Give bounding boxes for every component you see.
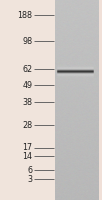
Text: 49: 49 [23, 81, 33, 90]
Text: 3: 3 [28, 174, 33, 184]
Text: 17: 17 [23, 143, 33, 152]
Text: 188: 188 [18, 10, 33, 20]
Text: 6: 6 [28, 166, 33, 175]
Text: 28: 28 [23, 120, 33, 130]
Text: 62: 62 [23, 64, 33, 73]
Bar [99, 0, 102, 200]
Bar [0, 0, 55, 200]
Text: 14: 14 [23, 152, 33, 161]
Text: 98: 98 [23, 36, 33, 46]
Text: 38: 38 [23, 98, 33, 107]
